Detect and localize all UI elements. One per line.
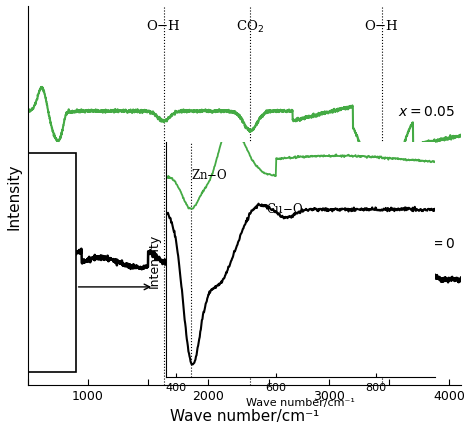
Text: $x = 0$: $x = 0$ — [420, 237, 456, 250]
Bar — [27, 153, 76, 372]
Text: O$-$H: O$-$H — [365, 19, 399, 33]
Text: O$-$H: O$-$H — [146, 19, 181, 33]
Text: CO$_2$: CO$_2$ — [237, 19, 264, 35]
Text: $x = 0.05$: $x = 0.05$ — [398, 105, 456, 119]
Y-axis label: Intensity: Intensity — [7, 163, 22, 229]
X-axis label: Wave number/cm⁻¹: Wave number/cm⁻¹ — [170, 408, 319, 423]
